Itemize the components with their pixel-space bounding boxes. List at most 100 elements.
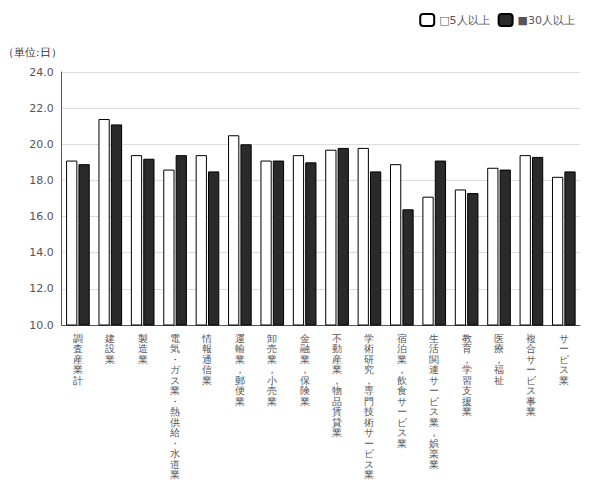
svg-text:24.0: 24.0 (29, 66, 54, 79)
svg-text:ス: ス (170, 375, 180, 386)
svg-text:業: 業 (397, 438, 407, 449)
svg-text:通: 通 (202, 354, 212, 365)
svg-text:業: 業 (429, 459, 439, 470)
svg-text:娯: 娯 (429, 438, 439, 449)
svg-text:融: 融 (300, 343, 310, 354)
svg-text:20.0: 20.0 (29, 138, 54, 151)
svg-text:，: ， (494, 354, 504, 365)
svg-text:事: 事 (526, 396, 536, 407)
svg-text:業: 業 (170, 385, 180, 396)
svg-text:10.0: 10.0 (29, 319, 54, 332)
svg-text:生: 生 (429, 333, 439, 344)
svg-text:産: 産 (332, 354, 342, 365)
svg-text:業: 業 (559, 375, 569, 386)
svg-text:究: 究 (364, 364, 374, 375)
svg-text:業: 業 (300, 396, 310, 407)
svg-text:査: 査 (73, 343, 83, 354)
svg-text:ー: ー (429, 385, 439, 396)
svg-text:援: 援 (462, 396, 472, 407)
svg-text:賃: 賃 (332, 406, 342, 417)
svg-text:産: 産 (73, 354, 83, 365)
svg-text:，: ， (332, 375, 342, 386)
svg-text:業: 業 (73, 364, 83, 375)
svg-text:ガ: ガ (170, 364, 181, 375)
svg-text:食: 食 (397, 385, 407, 396)
svg-text:供: 供 (170, 417, 180, 428)
svg-text:業: 業 (300, 354, 310, 365)
svg-text:小: 小 (267, 375, 277, 386)
svg-text:，: ， (462, 354, 472, 365)
svg-text:設: 設 (105, 343, 115, 354)
svg-text:ー: ー (559, 343, 569, 354)
svg-text:，: ， (364, 375, 374, 386)
svg-text:学: 学 (364, 333, 374, 344)
svg-text:業: 業 (332, 427, 342, 438)
svg-text:医: 医 (494, 333, 504, 344)
svg-text:輸: 輸 (235, 343, 245, 354)
svg-text:業: 業 (429, 417, 439, 428)
svg-text:業: 業 (235, 396, 245, 407)
svg-text:サ: サ (526, 354, 536, 365)
svg-text:卸: 卸 (267, 333, 277, 344)
svg-text:，: ， (235, 364, 245, 375)
svg-text:ー: ー (526, 364, 536, 375)
svg-text:売: 売 (267, 385, 277, 396)
svg-text:合: 合 (526, 343, 536, 354)
svg-text:建: 建 (104, 333, 115, 344)
svg-text:楽: 楽 (429, 448, 439, 459)
svg-text:ビ: ビ (559, 354, 570, 365)
svg-text:・: ・ (170, 438, 180, 449)
svg-text:ビ: ビ (364, 448, 375, 459)
svg-text:複: 複 (526, 333, 536, 344)
svg-text:関: 関 (429, 354, 439, 365)
svg-text:連: 連 (429, 364, 439, 375)
svg-text:サ: サ (429, 375, 439, 386)
svg-text:門: 門 (364, 396, 374, 407)
svg-text:道: 道 (170, 459, 180, 470)
svg-text:ス: ス (526, 385, 536, 396)
svg-text:ビ: ビ (526, 375, 537, 386)
svg-text:調: 調 (73, 333, 83, 344)
svg-text:，: ， (397, 364, 407, 375)
svg-text:習: 習 (462, 375, 472, 386)
svg-text:ス: ス (364, 459, 374, 470)
svg-text:・: ・ (170, 396, 180, 407)
svg-text:，: ， (300, 364, 310, 375)
svg-text:業: 業 (267, 396, 277, 407)
svg-text:サ: サ (397, 396, 407, 407)
svg-text:サ: サ (364, 427, 374, 438)
svg-text:泊: 泊 (397, 343, 407, 354)
svg-text:業: 業 (364, 469, 374, 480)
svg-text:育: 育 (462, 343, 472, 354)
svg-text:給: 給 (169, 427, 180, 438)
svg-text:業: 業 (138, 354, 148, 365)
svg-text:業: 業 (332, 364, 342, 375)
svg-text:貸: 貸 (332, 417, 342, 428)
svg-text:（単位:日）: （単位:日） (3, 46, 62, 59)
svg-text:造: 造 (138, 343, 148, 354)
svg-text:金: 金 (300, 333, 310, 344)
svg-text:運: 運 (235, 333, 245, 344)
svg-text:ス: ス (559, 364, 569, 375)
svg-text:術: 術 (364, 417, 374, 428)
svg-text:14.0: 14.0 (29, 246, 54, 259)
svg-text:12.0: 12.0 (29, 282, 54, 295)
svg-text:，: ， (267, 364, 277, 375)
svg-text:ビ: ビ (429, 396, 440, 407)
svg-text:療: 療 (494, 343, 504, 354)
svg-text:■30人以上: ■30人以上 (518, 14, 575, 27)
svg-text:，: ， (429, 427, 439, 438)
svg-text:情: 情 (201, 333, 212, 344)
svg-text:・: ・ (170, 354, 180, 365)
svg-text:業: 業 (235, 354, 245, 365)
svg-text:水: 水 (170, 448, 180, 459)
svg-text:ビ: ビ (397, 417, 408, 428)
svg-text:製: 製 (138, 333, 148, 344)
svg-text:研: 研 (364, 354, 374, 365)
svg-text:動: 動 (332, 343, 342, 354)
svg-text:活: 活 (429, 343, 439, 354)
svg-text:ス: ス (397, 427, 407, 438)
svg-text:サ: サ (559, 333, 569, 344)
svg-text:売: 売 (267, 343, 277, 354)
svg-text:不: 不 (332, 333, 342, 344)
